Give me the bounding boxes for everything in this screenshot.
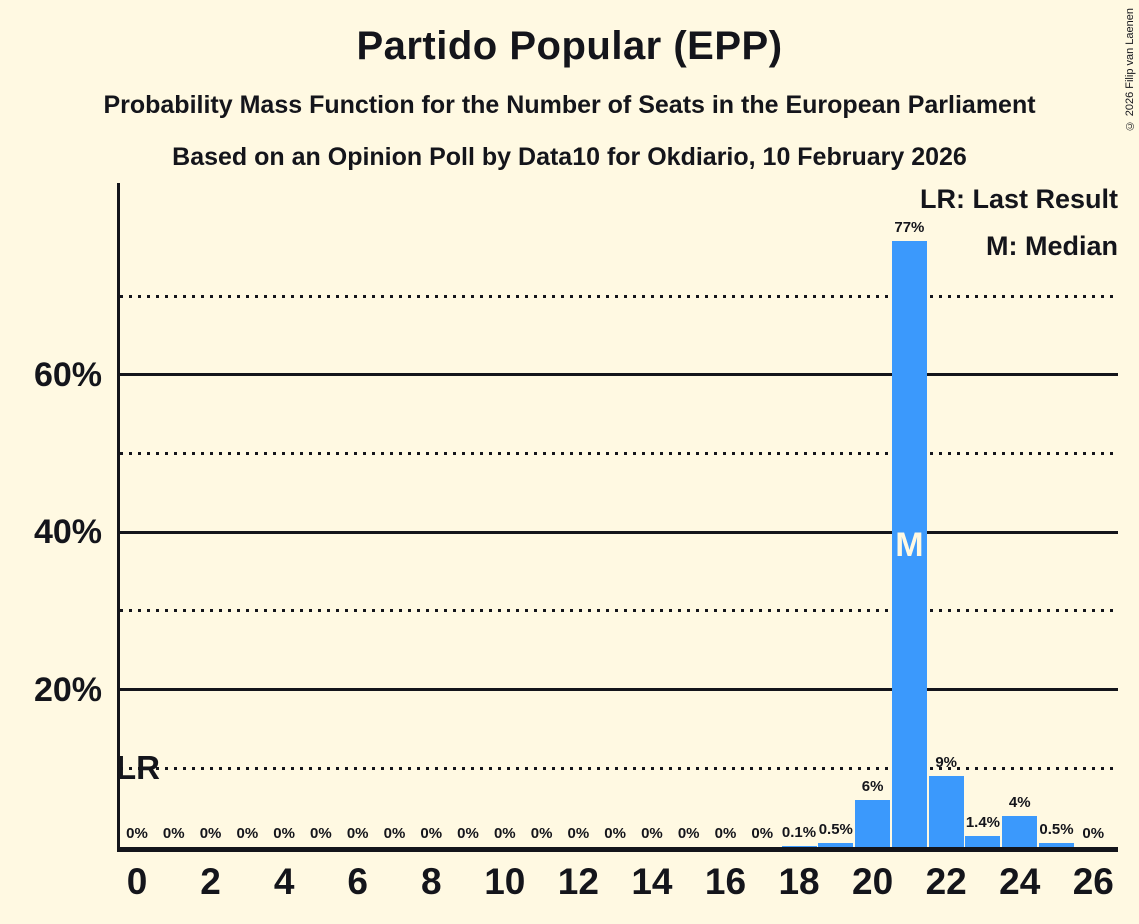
bar-value-label-seat-23: 1.4%	[965, 813, 1001, 831]
bar-seat-21	[891, 241, 927, 847]
bar-value-label-seat-5: 0%	[310, 825, 332, 842]
legend-median: M: Median	[986, 231, 1118, 261]
x-tick-label-4: 4	[273, 861, 295, 902]
x-tick-label-8: 8	[420, 861, 442, 902]
gridline-solid-40pct	[120, 530, 1118, 534]
bar-seat-22	[928, 776, 964, 847]
median-marker: M	[895, 526, 924, 564]
y-tick-label-40: 40%	[33, 513, 102, 552]
bar-value-label-seat-18: 0.1%	[781, 824, 817, 842]
gridline-dotted-50pct	[120, 452, 1118, 455]
x-tick-label-14: 14	[631, 861, 673, 902]
chart-poll-source: Based on an Opinion Poll by Data10 for O…	[172, 143, 967, 171]
y-tick-label-20: 20%	[33, 670, 102, 709]
bar-value-label-seat-15: 0%	[677, 825, 700, 842]
gridline-dotted-30pct	[120, 609, 1118, 613]
bar-value-label-seat-13: 0%	[604, 825, 626, 842]
bar-value-label-seat-17: 0%	[751, 825, 774, 842]
bar-value-label-seat-7: 0%	[383, 825, 406, 842]
bar-seat-20	[855, 799, 891, 847]
bar-seat-23	[965, 835, 1001, 847]
x-tick-label-0: 0	[126, 861, 148, 902]
bar-seat-25	[1039, 843, 1074, 847]
x-tick-label-24: 24	[999, 861, 1041, 902]
bar-value-label-seat-21: 77%	[894, 219, 925, 237]
bar-value-label-seat-8: 0%	[420, 825, 443, 842]
plot-area: LR: Last Result M: Median LR 20% 40% 60% 0 2…	[34, 183, 1118, 902]
x-tick-label-16: 16	[704, 861, 747, 902]
bar-value-label-seat-6: 0%	[346, 825, 369, 842]
y-tick-label-60: 60%	[33, 355, 102, 394]
x-tick-label-18: 18	[778, 861, 820, 902]
bar-value-label-seat-20: 6%	[861, 777, 884, 795]
bar-value-label-seat-11: 0%	[530, 825, 553, 842]
legend-last-result: LR: Last Result	[919, 184, 1118, 214]
bar-value-label-seat-10: 0%	[493, 825, 516, 842]
x-tick-label-22: 22	[925, 861, 967, 902]
bar-value-label-seat-19: 0.5%	[818, 821, 853, 839]
bar-value-label-seat-22: 9%	[935, 754, 957, 772]
x-tick-label-10: 10	[484, 861, 526, 902]
copyright-notice: © 2026 Filip van Laenen	[1124, 8, 1136, 132]
bar-value-label-seat-14: 0%	[641, 825, 663, 842]
x-tick-label-20: 20	[852, 861, 894, 902]
bar-value-label-seat-9: 0%	[457, 825, 479, 842]
bar-value-label-seat-26: 0%	[1082, 825, 1105, 842]
gridline-dotted-10pct	[120, 766, 1118, 770]
bar-seat-18	[781, 846, 817, 847]
x-tick-label-6: 6	[347, 861, 368, 902]
bar-seat-19	[818, 843, 854, 847]
chart-subtitle: Probability Mass Function for the Number…	[103, 91, 1036, 119]
x-tick-label-2: 2	[200, 861, 221, 902]
x-tick-label-12: 12	[557, 861, 599, 902]
bar-value-label-seat-3: 0%	[236, 825, 259, 842]
chart-title: Partido Popular (EPP)	[356, 24, 783, 68]
x-tick-label-26: 26	[1072, 861, 1114, 902]
gridline-dotted-70pct	[120, 294, 1118, 298]
bar-value-label-seat-2: 0%	[199, 825, 222, 842]
bar-value-label-seat-0: 0%	[126, 825, 148, 842]
bar-value-label-seat-12: 0%	[567, 825, 590, 842]
bar-seat-24	[1002, 815, 1038, 847]
bar-value-label-seat-24: 4%	[1008, 793, 1031, 811]
gridline-solid-60pct	[120, 373, 1118, 377]
gridline-solid-20pct	[120, 688, 1118, 692]
bar-value-label-seat-25: 0.5%	[1039, 821, 1074, 839]
bar-value-label-seat-16: 0%	[714, 825, 737, 842]
bar-value-label-seat-4: 0%	[273, 825, 295, 842]
bar-value-label-seat-1: 0%	[162, 825, 185, 842]
